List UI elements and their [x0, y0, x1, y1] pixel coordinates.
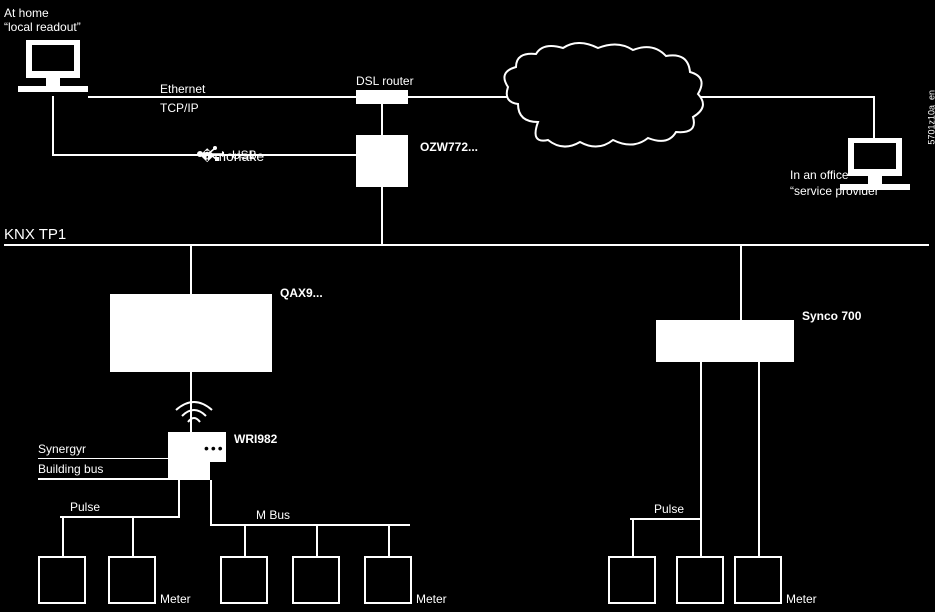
mline-4: [316, 524, 318, 556]
label-pulse2: Pulse: [654, 502, 684, 516]
home-computer-icon: [18, 40, 88, 100]
mline-3: [244, 524, 246, 556]
line-wri-pulse1: [178, 480, 180, 516]
label-wri: WRI982: [234, 432, 277, 446]
label-mbus: M Bus: [256, 508, 290, 522]
meter-box-3: [220, 556, 268, 604]
line-home-dsl: [88, 96, 356, 98]
label-qax: QAX9...: [280, 286, 323, 300]
mline-1: [62, 516, 64, 556]
label-tcpip: TCP/IP: [160, 101, 199, 115]
label-dsl: DSL router: [356, 74, 414, 88]
line-dsl-cloud: [408, 96, 508, 98]
synco-box: [656, 320, 794, 362]
line-pulse1: [60, 516, 180, 518]
meter-box-5: [364, 556, 412, 604]
line-dsl-ozw: [381, 104, 383, 135]
ozw-box: [356, 135, 408, 187]
mline-2: [132, 516, 134, 556]
label-meter1: Meter: [160, 592, 191, 606]
mline-r2: [700, 518, 702, 556]
label-building: Building bus: [38, 462, 103, 476]
line-synco-d1: [700, 362, 702, 520]
label-synco: Synco 700: [802, 309, 861, 323]
line-ozw-knx: [381, 187, 383, 244]
line-knx-qax: [190, 244, 192, 294]
line-home-usb-v: [52, 96, 54, 156]
line-home-usb-h: [52, 154, 356, 156]
meter-box-r2: [676, 556, 724, 604]
line-cloud-office: [700, 96, 875, 98]
label-docnum: 5701z10a_en: [927, 90, 935, 145]
label-ozw: OZW772...: [420, 140, 478, 154]
label-localreadout: “local readout”: [4, 20, 81, 34]
label-knx: KNX TP1: [4, 226, 66, 243]
line-knx-synco: [740, 244, 742, 320]
line-pulse2: [630, 518, 702, 520]
label-ethernet: Ethernet: [160, 82, 205, 96]
line-synco-d2: [758, 362, 760, 556]
meter-box-4: [292, 556, 340, 604]
mline-5: [388, 524, 390, 556]
label-office1: In an office: [790, 168, 849, 182]
wri-dots: •••: [204, 440, 225, 456]
cloud-icon: [498, 42, 708, 152]
line-mbus: [210, 524, 410, 526]
label-athome: At home: [4, 6, 49, 20]
label-office2: “service provider”: [790, 184, 883, 198]
mline-r1: [632, 518, 634, 556]
meter-box-2: [108, 556, 156, 604]
label-pulse1: Pulse: [70, 500, 100, 514]
knx-bus-line: [4, 244, 929, 246]
line-wri-mbus: [210, 480, 212, 524]
meter-box-r1: [608, 556, 656, 604]
wri-notch: [210, 462, 226, 480]
line-office-down: [873, 96, 875, 140]
label-meter3: Meter: [786, 592, 817, 606]
qax-box: [110, 294, 272, 372]
line-building-wri: [38, 478, 168, 480]
meter-box-1: [38, 556, 86, 604]
wifi-icon: [172, 398, 216, 428]
meter-box-r3: [734, 556, 782, 604]
label-synergyr: Synergyr: [38, 442, 86, 456]
label-meter2: Meter: [416, 592, 447, 606]
line-synergyr-under: [38, 458, 168, 459]
dsl-router-box: [356, 90, 408, 104]
